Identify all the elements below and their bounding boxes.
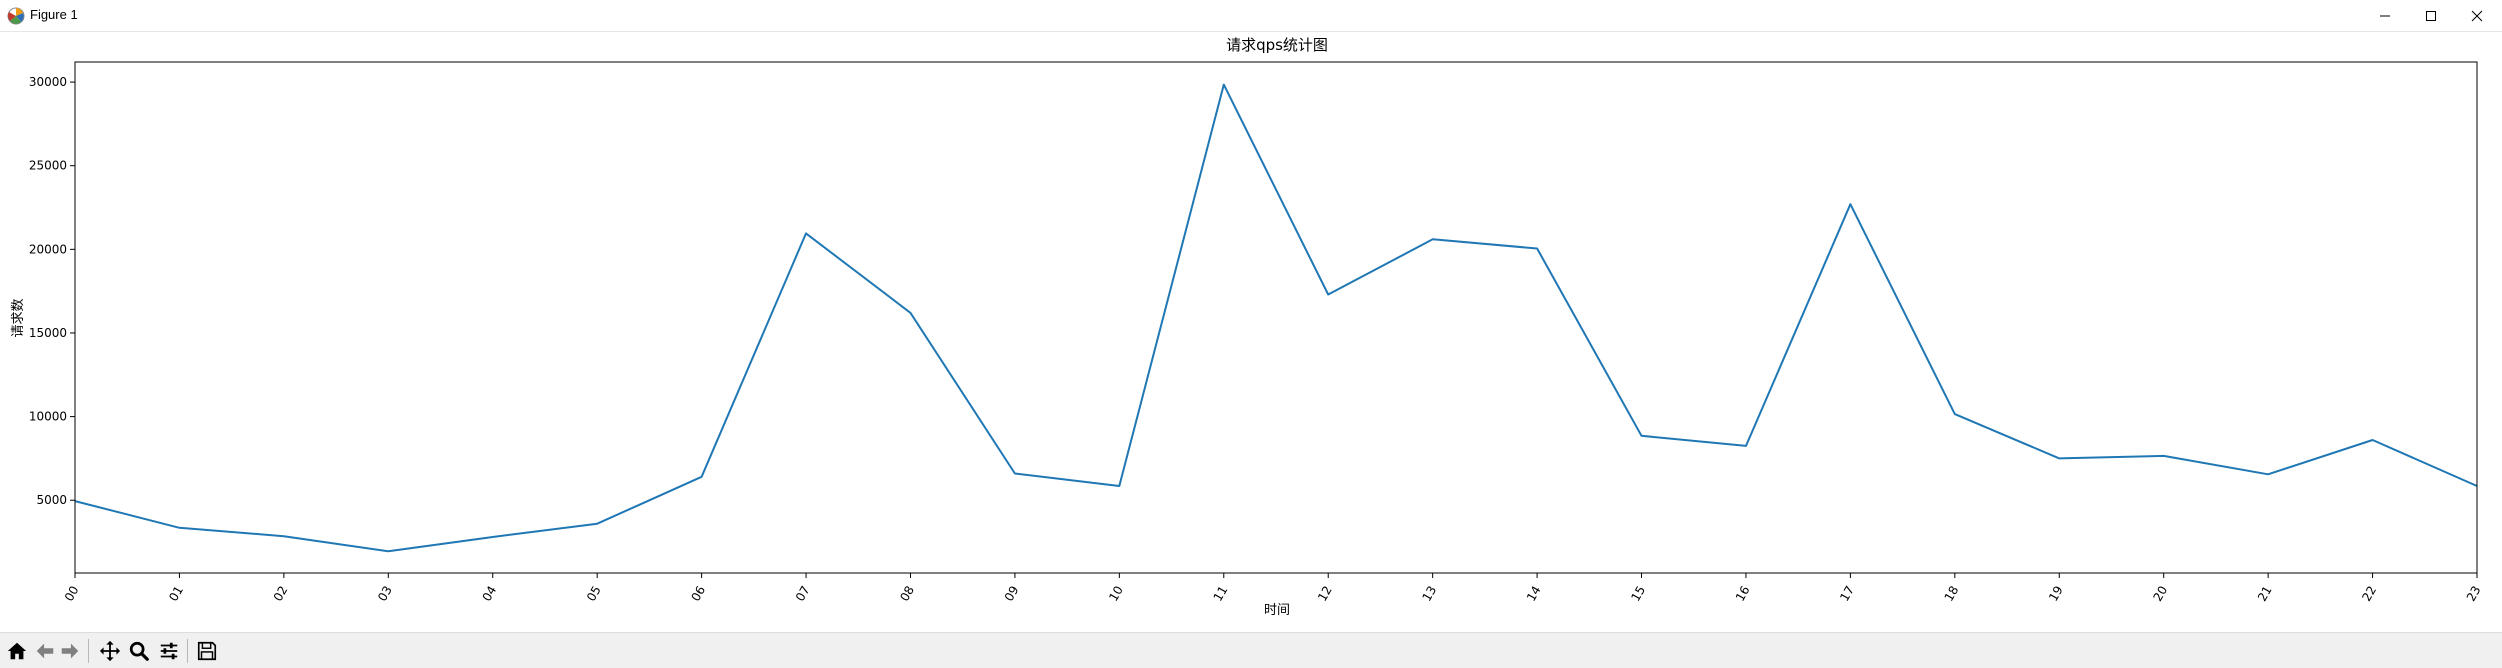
- x-tick-label: 07: [793, 584, 813, 604]
- x-tick-label: 20: [2151, 584, 2171, 604]
- x-tick-label: 11: [1211, 584, 1231, 604]
- pan-button[interactable]: [96, 638, 124, 664]
- y-axis-label: 请求数: [11, 298, 26, 337]
- chart-title: 请求qps统计图: [1226, 36, 1328, 54]
- pan-icon: [99, 640, 121, 662]
- maximize-icon: [2426, 11, 2436, 21]
- x-tick-label: 16: [1733, 584, 1753, 604]
- zoom-icon: [129, 641, 149, 661]
- minimize-button[interactable]: [2362, 0, 2408, 32]
- y-tick-label: 20000: [29, 242, 67, 256]
- x-tick-label: 15: [1628, 584, 1648, 604]
- x-tick-label: 23: [2464, 584, 2484, 604]
- x-tick-label: 00: [62, 584, 82, 604]
- y-tick-label: 10000: [29, 410, 67, 424]
- plot-area-frame: [74, 61, 2478, 574]
- toolbar-separator: [187, 639, 188, 663]
- x-tick-label: 12: [1315, 584, 1335, 604]
- maximize-button[interactable]: [2408, 0, 2454, 32]
- x-tick-label: 09: [1002, 584, 1022, 604]
- x-tick-label: 04: [480, 584, 500, 604]
- window-titlebar: Figure 1: [0, 0, 2502, 32]
- toolbar-separator: [88, 639, 89, 663]
- y-tick-label: 25000: [29, 159, 67, 173]
- y-tick-label: 15000: [29, 326, 67, 340]
- minimize-icon: [2380, 15, 2390, 17]
- x-tick-label: 17: [1837, 584, 1857, 604]
- x-tick-label: 01: [166, 584, 186, 604]
- x-tick-label: 06: [688, 584, 708, 604]
- x-tick-label: 02: [271, 584, 291, 604]
- x-axis-label: 时间: [1264, 603, 1290, 618]
- zoom-button[interactable]: [125, 638, 153, 664]
- x-tick-label: 08: [897, 584, 917, 604]
- figure-canvas[interactable]: 请求qps统计图 请求数 时间 5000 10000 15000 20000 25000…: [0, 32, 2502, 632]
- x-tick-label: 14: [1524, 584, 1544, 604]
- x-tick-label: 05: [584, 584, 604, 604]
- configure-subplots-button[interactable]: [155, 638, 183, 664]
- navigation-toolbar: [0, 632, 2502, 668]
- forward-icon: [61, 643, 79, 659]
- x-tick-label: 03: [375, 584, 395, 604]
- y-tick-label: 30000: [29, 75, 67, 89]
- forward-button[interactable]: [56, 638, 84, 664]
- line-chart: 请求qps统计图 请求数 时间 5000 10000 15000 20000 25000…: [11, 36, 2484, 618]
- close-button[interactable]: [2454, 0, 2500, 32]
- x-tick-label: 21: [2255, 584, 2275, 604]
- matplotlib-logo-icon: [6, 6, 26, 26]
- close-icon: [2471, 10, 2483, 22]
- home-button[interactable]: [3, 638, 31, 664]
- x-tick-label: 10: [1106, 584, 1126, 604]
- series-line: [74, 83, 2478, 553]
- home-icon: [7, 642, 27, 660]
- back-icon: [36, 643, 54, 659]
- back-button[interactable]: [31, 638, 59, 664]
- window-title: Figure 1: [30, 7, 78, 22]
- x-tick-label: 18: [1942, 584, 1962, 604]
- x-tick-label: 13: [1419, 584, 1439, 604]
- save-icon: [197, 641, 217, 661]
- x-tick-label: 19: [2046, 584, 2066, 604]
- save-button[interactable]: [193, 638, 221, 664]
- y-tick-label: 5000: [36, 493, 67, 507]
- x-tick-label: 22: [2359, 584, 2379, 604]
- configure-subplots-icon: [160, 642, 178, 660]
